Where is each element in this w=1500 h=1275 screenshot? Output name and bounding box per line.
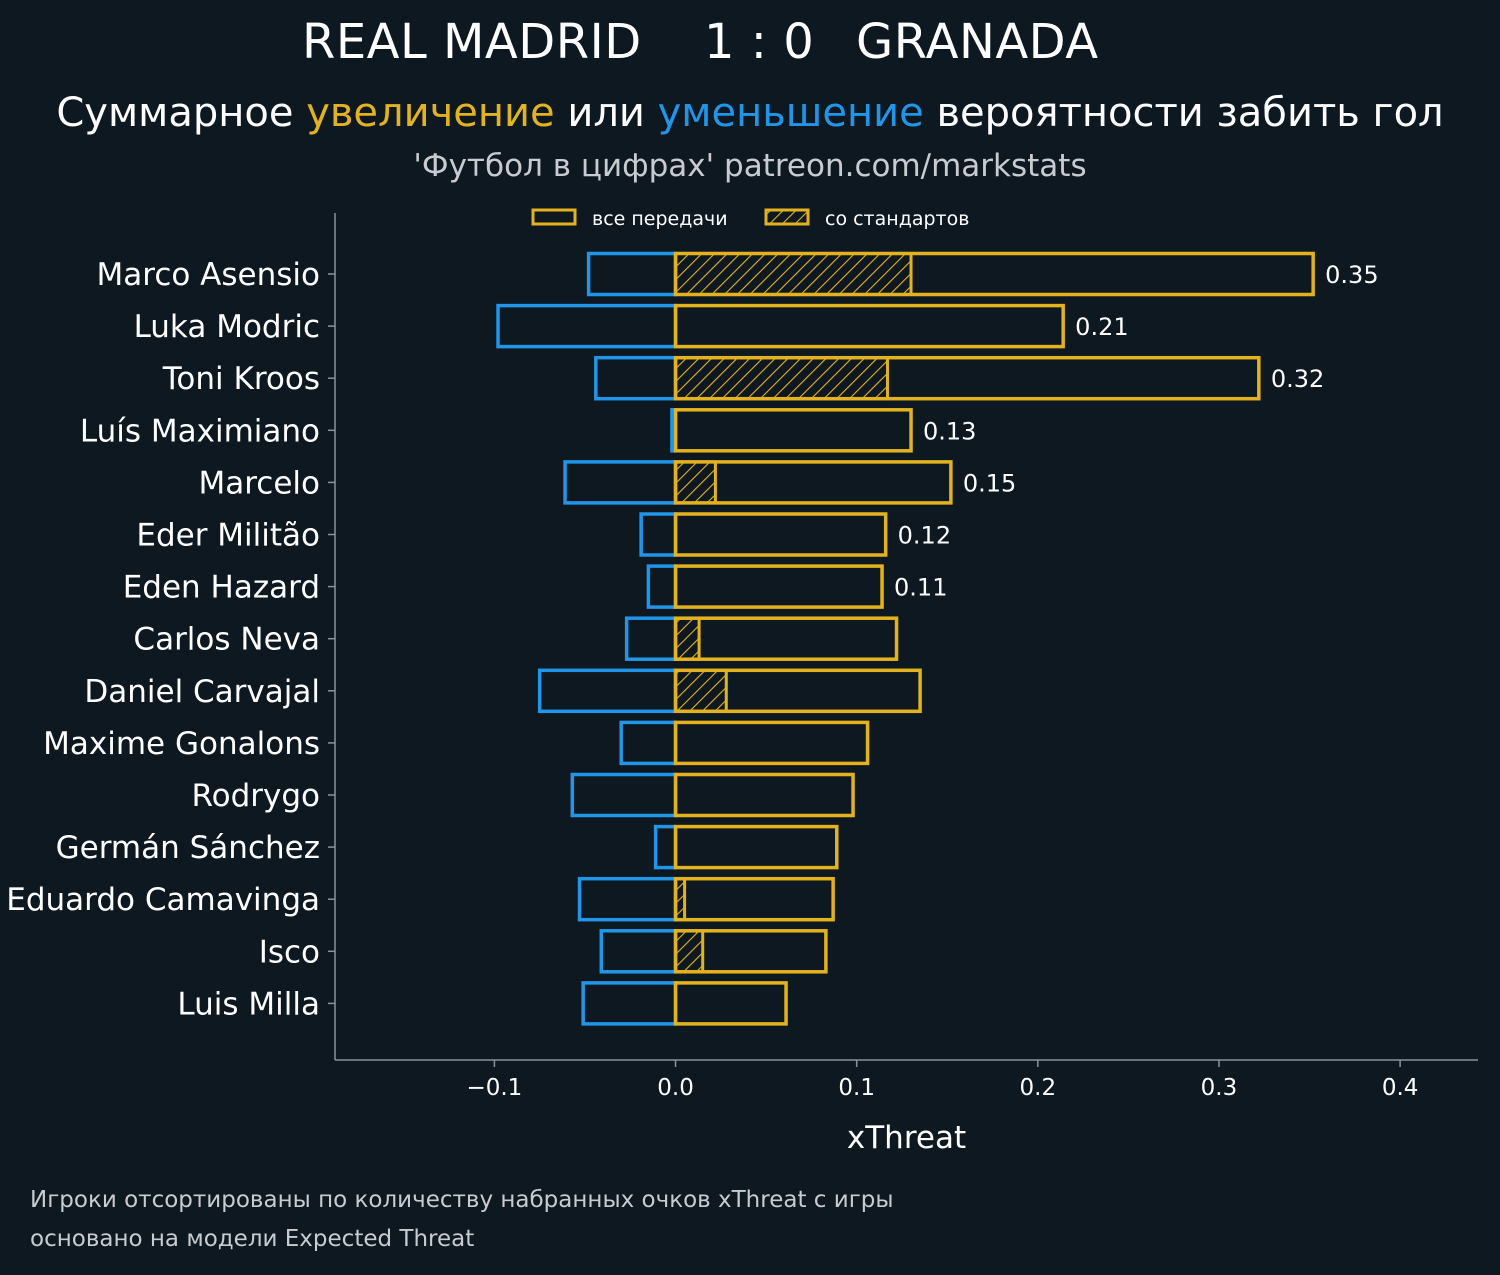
value-label: 0.12: [898, 522, 951, 550]
decrease-bar: [563, 460, 678, 505]
player-label: Eder Militão: [136, 518, 320, 554]
decrease-bar: [581, 981, 678, 1026]
subtitle-decrease: уменьшение: [657, 90, 924, 136]
x-tick-label: 0.1: [838, 1075, 875, 1101]
value-label: 0.32: [1271, 365, 1324, 393]
decrease-bar: [496, 303, 678, 349]
legend-swatch-set-pieces: [764, 208, 810, 226]
value-label: 0.15: [963, 469, 1016, 497]
increase-bar: [673, 876, 835, 922]
player-label: Luis Milla: [177, 986, 320, 1022]
player-label: Luka Modric: [134, 309, 320, 345]
decrease-bar: [639, 512, 678, 557]
match-title: REAL MADRID 1 : 0 GRANADA: [0, 14, 1500, 84]
increase-bar: [673, 772, 855, 818]
increase-bar: [673, 512, 888, 557]
decrease-bar: [624, 616, 678, 661]
player-label: Isco: [259, 934, 320, 970]
decrease-bar: [594, 355, 678, 401]
subtitle-part2: или: [554, 90, 658, 136]
set-piece-bar: [674, 668, 728, 713]
increase-bar: [673, 303, 1065, 349]
legend-label-all-passes: все передачи: [592, 208, 728, 230]
set-piece-bar: [674, 252, 913, 296]
player-label: Eduardo Camavinga: [6, 882, 320, 918]
x-tick-label: 0.2: [1020, 1075, 1057, 1101]
decrease-bar: [537, 668, 678, 714]
increase-bar: [673, 355, 1261, 401]
chart-bars: [496, 251, 1315, 1026]
away-team: GRANADA: [856, 14, 1099, 70]
match-score: 1 : 0: [704, 14, 815, 70]
set-piece-bar: [674, 929, 705, 974]
player-label: Maxime Gonalons: [43, 726, 320, 762]
increase-bar: [673, 824, 839, 870]
x-axis-label: xThreat: [847, 1120, 966, 1156]
footnote-model: основано на модели Expected Threat: [30, 1226, 475, 1252]
x-tick-label: 0.0: [657, 1075, 694, 1101]
increase-bar: [673, 408, 913, 453]
player-label: Rodrygo: [191, 778, 320, 814]
set-piece-bar: [674, 616, 701, 661]
x-tick-label: 0.4: [1382, 1075, 1419, 1101]
value-label: 0.21: [1075, 313, 1128, 341]
set-piece-bar: [674, 356, 889, 401]
decrease-bar: [577, 876, 678, 922]
decrease-bar: [570, 772, 678, 818]
set-piece-bar: [674, 460, 717, 505]
chart-axes: −0.1 0.0 0.1 0.2 0.3 0.4 xThreat: [328, 213, 1478, 1156]
decrease-bar: [586, 251, 678, 297]
increase-bar: [673, 460, 953, 505]
chart-labels: Marco Asensio 0.35 Luka Modric 0.21 Toni Kro…: [6, 257, 1378, 1022]
increase-bar: [673, 981, 788, 1026]
value-label: 0.13: [923, 417, 976, 445]
increase-bar: [673, 564, 884, 609]
decrease-bar: [646, 564, 678, 609]
player-label: Carlos Neva: [133, 622, 320, 658]
decrease-bar: [599, 929, 678, 974]
subtitle-increase: увеличение: [306, 90, 555, 136]
player-label: Daniel Carvajal: [84, 674, 320, 710]
subtitle-part3: вероятности забить гол: [923, 90, 1444, 136]
value-label: 0.35: [1325, 261, 1378, 289]
player-label: Germán Sánchez: [56, 830, 320, 866]
value-label: 0.11: [894, 574, 947, 602]
legend-swatch-all-passes: [531, 208, 577, 226]
increase-bar: [673, 251, 1315, 297]
player-label: Luís Maximiano: [80, 413, 320, 449]
x-tick-label: −0.1: [466, 1075, 522, 1101]
chart-legend: все передачи со стандартов: [531, 208, 969, 230]
decrease-bar: [619, 720, 678, 766]
footnote-sorting: Игроки отсортированы по количеству набра…: [30, 1187, 894, 1213]
legend-label-set-pieces: со стандартов: [825, 208, 969, 230]
x-tick-label: 0.3: [1201, 1075, 1238, 1101]
player-label: Eden Hazard: [123, 570, 320, 606]
player-label: Toni Kroos: [162, 361, 320, 397]
player-label: Marcelo: [198, 465, 320, 501]
increase-bar: [673, 616, 899, 661]
player-label: Marco Asensio: [97, 257, 320, 293]
increase-bar: [673, 668, 922, 714]
decrease-bar: [653, 824, 678, 870]
subtitle-part1: Суммарное: [56, 90, 307, 136]
chart-subtitle: Суммарное увеличение или уменьшение веро…: [0, 90, 1500, 136]
increase-bar: [673, 929, 828, 974]
home-team: REAL MADRID: [302, 14, 642, 70]
credit-line: 'Футбол в цифрах' patreon.com/markstats: [413, 148, 1087, 184]
increase-bar: [673, 720, 870, 766]
